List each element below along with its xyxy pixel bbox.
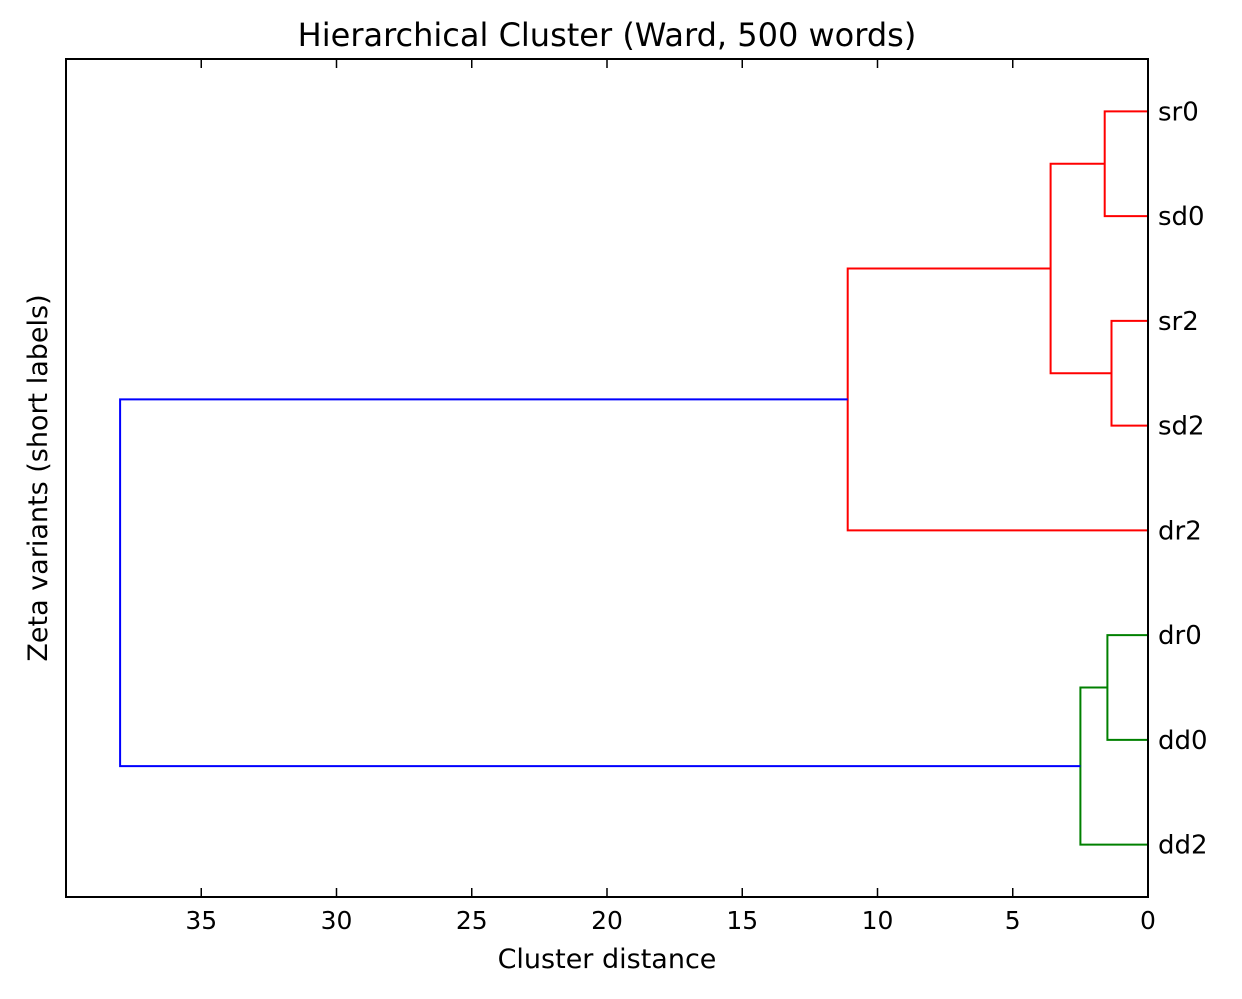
link-sr0-sd0--sr2-sd2 [1049,162,1112,375]
x-axis-ticks: 35 30 25 20 15 10 5 0 [185,59,1156,935]
leaf-labels: sr0 sd0 sr2 sd2 dr2 dr0 dd0 dd2 [1158,97,1208,860]
leaf-label-sd2: sd2 [1158,412,1205,442]
x-tick-30: 30 [321,59,353,935]
x-axis-label: Cluster distance [498,944,717,975]
y-axis-label: Zeta variants (short labels) [23,294,54,661]
leaf-label-dd0: dd0 [1158,726,1208,756]
leaf-label-sd0: sd0 [1158,202,1205,232]
x-tick-label: 30 [321,906,353,935]
leaf-label-dr2: dr2 [1158,516,1202,546]
x-tick-label: 15 [726,906,758,935]
link-dr0-dd0--dd2 [1079,686,1148,846]
x-tick-25: 25 [456,59,488,935]
x-tick-35: 35 [185,59,217,935]
leaf-label-sr0: sr0 [1158,97,1199,127]
x-tick-label: 25 [456,906,488,935]
x-tick-label: 35 [185,906,217,935]
x-tick-15: 15 [726,59,758,935]
leaf-label-dr0: dr0 [1158,621,1202,651]
dendrogram-links [119,110,1148,846]
x-tick-10: 10 [862,59,894,935]
x-tick-label: 5 [1005,906,1021,935]
link-sr0--sd0 [1103,110,1148,218]
leaf-label-sr2: sr2 [1158,307,1199,337]
link-sr0-sd0-sr2-sd2--dr2 [846,267,1148,532]
chart-title: Hierarchical Cluster (Ward, 500 words) [298,16,917,54]
x-tick-label: 10 [862,906,894,935]
leaf-label-dd2: dd2 [1158,831,1208,861]
x-tick-label: 20 [591,906,623,935]
link-sr2--sd2 [1110,319,1148,427]
x-tick-5: 5 [1005,59,1021,935]
plot-frame [65,58,1149,898]
link-dr0--dd0 [1106,634,1148,741]
x-tick-label: 0 [1140,906,1156,935]
link-sr0-sd0-sr2-sd2-dr2--dr0-dd0-dd2 [119,398,1081,768]
x-tick-20: 20 [591,59,623,935]
